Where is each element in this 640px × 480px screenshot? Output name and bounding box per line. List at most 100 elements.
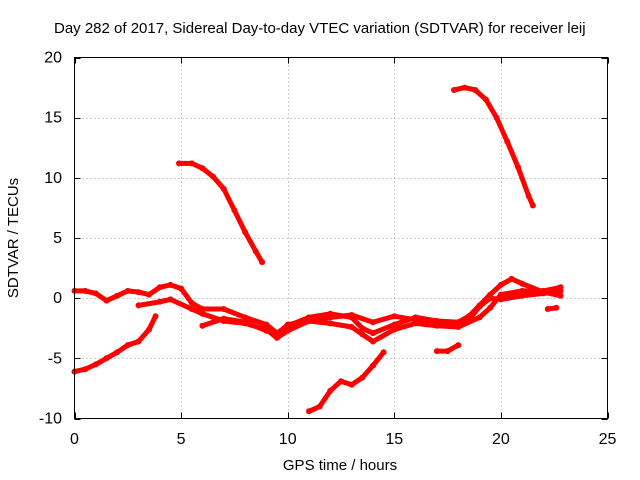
data-point [391, 321, 398, 328]
data-point [529, 202, 536, 209]
y-tick-label: 10 [44, 170, 62, 187]
data-point [146, 326, 153, 333]
data-point [455, 342, 462, 349]
data-point [370, 362, 376, 369]
data-point [525, 192, 532, 199]
data-point [188, 160, 195, 167]
data-point [146, 291, 153, 298]
y-tick-label: 0 [53, 290, 62, 307]
data-point [412, 316, 419, 323]
data-point [348, 312, 355, 318]
data-point [433, 319, 440, 326]
data-point [263, 327, 270, 334]
data-point [519, 280, 526, 287]
data-point [178, 285, 185, 292]
data-point [199, 310, 206, 317]
data-point [370, 338, 376, 345]
data-point [152, 313, 159, 320]
data-point [135, 338, 142, 345]
data-point [103, 355, 110, 362]
data-point [483, 96, 489, 103]
data-point [472, 87, 479, 93]
data-point [380, 349, 387, 356]
data-point [176, 160, 182, 167]
y-tick-label: 20 [44, 50, 62, 67]
data-point [274, 331, 280, 338]
data-point [306, 408, 312, 415]
data-point [497, 296, 504, 303]
data-point [476, 314, 483, 321]
data-point [92, 290, 99, 297]
y-tick-label: 15 [44, 110, 62, 127]
x-tick-label: 0 [70, 431, 79, 448]
x-axis-label: GPS time / hours [283, 457, 397, 474]
series-group [71, 84, 564, 415]
data-point [487, 295, 494, 302]
data-point [553, 304, 560, 311]
data-point [306, 318, 312, 324]
data-point [515, 164, 521, 170]
data-point [92, 361, 99, 368]
data-point [135, 289, 142, 296]
y-axis-label: SDTVAR / TECUs [5, 178, 22, 298]
data-point [370, 330, 376, 337]
y-tick-label: 5 [53, 230, 62, 247]
data-point [103, 297, 110, 304]
x-tick-labels: 0 5 10 15 20 25 [70, 431, 616, 448]
data-point [359, 331, 366, 338]
data-point [82, 366, 89, 373]
data-point [242, 314, 249, 321]
data-point [327, 320, 334, 327]
data-point [455, 319, 462, 326]
data-point [327, 314, 334, 321]
x-tick-label: 5 [177, 431, 186, 448]
data-point [167, 296, 174, 303]
data-point [114, 292, 121, 299]
data-point [156, 284, 163, 291]
data-point [348, 381, 355, 388]
data-point [540, 290, 547, 297]
axis-ticks [74, 57, 609, 420]
data-point [519, 292, 526, 299]
data-point [504, 138, 511, 145]
x-tick-label: 10 [279, 431, 297, 448]
data-point [167, 281, 174, 288]
data-point [316, 403, 323, 410]
data-point [242, 229, 249, 235]
x-tick-label: 20 [492, 431, 510, 448]
data-point [455, 324, 462, 330]
x-tick-label: 25 [599, 431, 617, 448]
data-point [199, 322, 206, 329]
data-point [497, 281, 504, 288]
data-point [220, 306, 227, 312]
data-point [519, 287, 526, 294]
data-point [487, 304, 494, 311]
data-point [557, 287, 564, 294]
data-point [461, 84, 468, 91]
data-point [348, 324, 355, 330]
data-point [114, 349, 121, 356]
data-point [391, 313, 398, 320]
data-point [476, 303, 483, 310]
data-point [188, 300, 195, 306]
data-point [124, 287, 131, 294]
data-point [259, 259, 266, 266]
data-point [370, 319, 376, 326]
data-point [444, 348, 451, 355]
data-point [327, 387, 334, 394]
data-point [359, 374, 366, 381]
grid [74, 57, 608, 419]
x-tick-label: 15 [385, 431, 403, 448]
data-point [263, 321, 270, 328]
y-tick-label: -10 [39, 411, 62, 428]
data-point [252, 248, 259, 255]
data-point [124, 342, 131, 349]
data-point [451, 87, 457, 93]
data-point [359, 325, 366, 332]
data-point [508, 275, 515, 282]
data-point [284, 321, 291, 328]
data-point [156, 298, 163, 305]
data-point [557, 292, 564, 299]
